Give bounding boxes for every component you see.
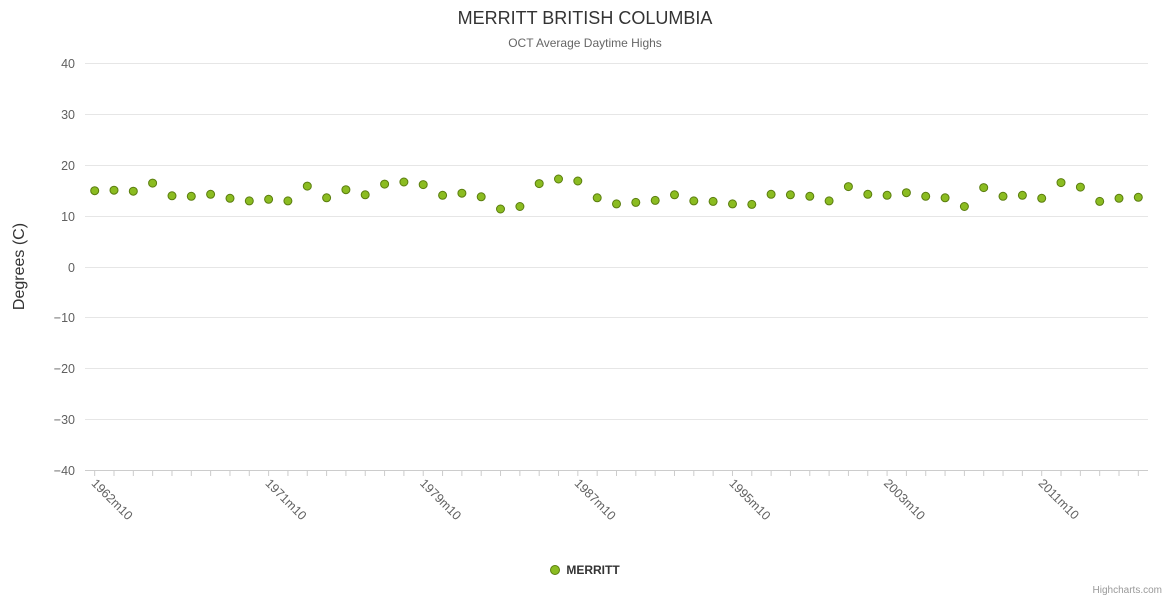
x-tick-label: 1987m10 [572, 476, 619, 523]
data-point[interactable] [515, 202, 525, 211]
data-point[interactable] [90, 186, 100, 196]
y-tick-label: −10 [54, 311, 75, 325]
data-point[interactable] [1056, 178, 1066, 188]
data-point[interactable] [1114, 193, 1124, 203]
data-point[interactable] [341, 185, 351, 195]
data-point[interactable] [843, 182, 853, 192]
data-point[interactable] [863, 189, 873, 199]
x-tick-label: 1971m10 [262, 476, 309, 523]
data-point[interactable] [302, 181, 312, 191]
x-tick-label: 2003m10 [881, 476, 928, 523]
plot-area: 40 30 20 10 0 −10 −20 −30 −40 1962m10 1971m10 1979m… [11, 57, 1148, 523]
data-point[interactable] [476, 192, 486, 202]
data-point[interactable] [766, 189, 776, 199]
data-point[interactable] [206, 189, 216, 199]
data-point[interactable] [1037, 193, 1047, 203]
data-point[interactable] [1133, 192, 1143, 202]
data-point[interactable] [979, 183, 989, 193]
y-tick-label: 0 [68, 261, 75, 275]
data-point[interactable] [805, 191, 815, 201]
data-point[interactable] [534, 179, 544, 189]
data-point[interactable] [921, 191, 931, 201]
data-point[interactable] [554, 174, 563, 184]
data-point[interactable] [689, 196, 699, 206]
data-point[interactable] [148, 178, 158, 188]
data-point[interactable] [573, 176, 583, 186]
data-point[interactable] [167, 191, 177, 201]
x-tick-label: 1995m10 [726, 476, 773, 523]
legend-item-merritt[interactable]: MERRITT [0, 563, 1170, 577]
data-point[interactable] [283, 196, 293, 206]
data-point[interactable] [959, 202, 969, 211]
data-point[interactable] [998, 191, 1008, 201]
y-tick-label: 10 [61, 210, 75, 224]
data-point[interactable] [264, 194, 274, 204]
data-point[interactable] [785, 190, 795, 200]
data-point[interactable] [418, 180, 428, 190]
data-point[interactable] [728, 199, 737, 209]
chart-title: MERRITT BRITISH COLUMBIA [457, 8, 713, 28]
data-point[interactable] [225, 193, 235, 203]
data-point[interactable] [438, 190, 448, 200]
data-point[interactable] [244, 196, 254, 206]
data-point[interactable] [708, 196, 718, 206]
x-tick-label: 1962m10 [89, 476, 136, 523]
data-point[interactable] [1075, 182, 1085, 192]
data-point[interactable] [592, 193, 602, 203]
data-point[interactable] [631, 197, 641, 207]
data-point[interactable] [612, 199, 621, 209]
data-point[interactable] [399, 177, 409, 187]
data-point[interactable] [186, 191, 196, 201]
data-point[interactable] [322, 193, 332, 203]
y-tick-label: 30 [61, 108, 75, 122]
data-point[interactable] [901, 188, 911, 198]
data-point[interactable] [747, 199, 757, 209]
data-point[interactable] [1017, 190, 1027, 200]
highcharts-credit-link[interactable]: Highcharts.com [1092, 585, 1162, 596]
data-point[interactable] [1095, 196, 1105, 206]
data-point[interactable] [882, 190, 892, 200]
data-point[interactable] [457, 188, 467, 198]
y-axis-title: Degrees (C) [11, 223, 28, 310]
chart-subtitle: OCT Average Daytime Highs [508, 36, 662, 50]
y-tick-label: 20 [61, 159, 75, 173]
y-tick-label: −40 [54, 464, 75, 478]
data-point[interactable] [940, 193, 950, 203]
legend-marker-icon [550, 565, 561, 575]
data-point[interactable] [670, 190, 679, 200]
x-tick-label: 1979m10 [417, 476, 464, 523]
y-tick-label: −20 [54, 362, 75, 376]
data-point[interactable] [128, 186, 138, 196]
data-point[interactable] [380, 179, 390, 189]
data-point[interactable] [650, 195, 660, 205]
y-tick-label: 40 [61, 57, 75, 71]
x-tick-label: 2011m10 [1036, 476, 1082, 522]
y-tick-label: −30 [54, 413, 75, 427]
data-point[interactable] [109, 185, 119, 195]
legend-label: MERRITT [566, 563, 620, 577]
data-point[interactable] [824, 196, 834, 206]
data-point[interactable] [496, 204, 505, 214]
data-point[interactable] [360, 190, 370, 200]
